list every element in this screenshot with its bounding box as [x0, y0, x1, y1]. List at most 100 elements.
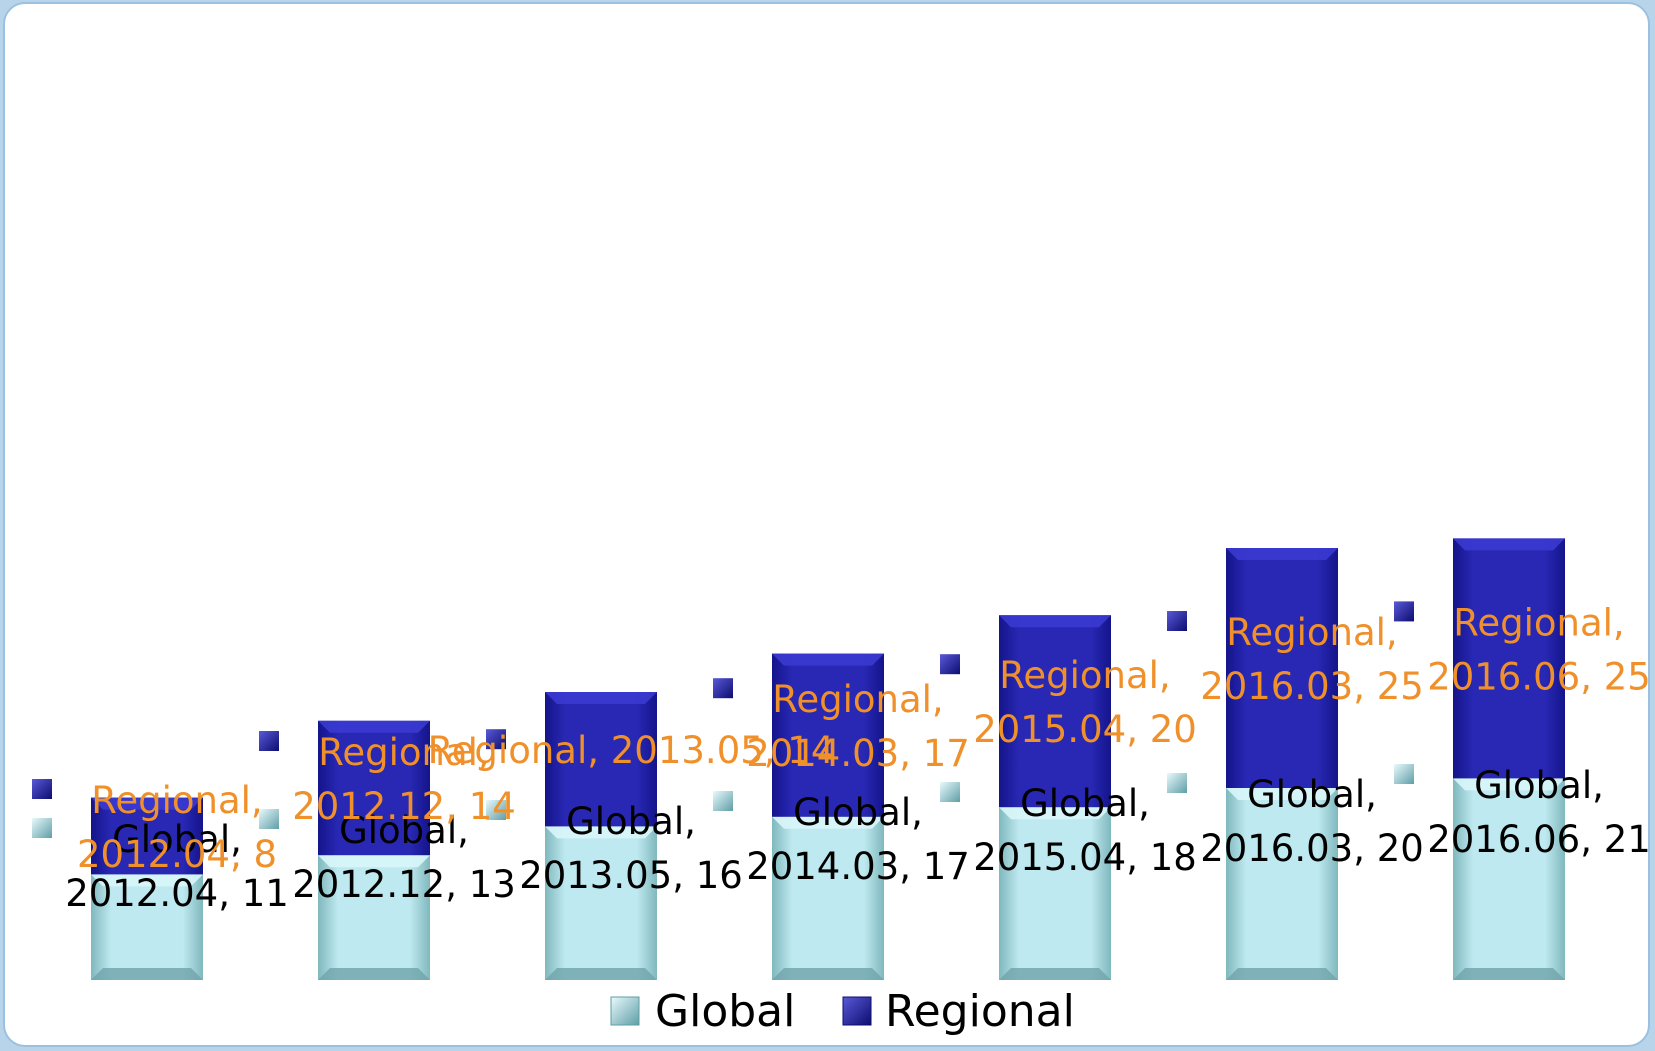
data-label-marker-regional-2014-03: [713, 678, 733, 699]
bar-segment-global-2012-12: [318, 855, 430, 980]
bar-segment-global-2016-03: [1226, 788, 1338, 980]
data-label-text-regional-2014-03-line-1: Regional,: [772, 678, 943, 721]
data-label-regional-2016-03: Regional, 2016.03, 25: [1167, 611, 1424, 708]
data-label-text-regional-2016-06-line-1: Regional,: [1453, 601, 1624, 644]
legend-label-global: Global: [655, 986, 795, 1037]
data-label-marker-regional-2013-05: [486, 729, 506, 750]
data-label-global-2014-03: Global, 2014.03, 17: [713, 791, 970, 888]
legend-item-global: Global: [610, 986, 795, 1037]
bar-base-2016-03: [1226, 968, 1338, 980]
bar-segment-regional-2016-06: [1453, 538, 1565, 779]
legend: Global Regional: [610, 986, 1075, 1037]
bar-segment-regional-2016-03: [1226, 548, 1338, 788]
bar-bevel-global-2016-06: [1453, 778, 1565, 791]
bar-segment-global-2016-06: [1453, 778, 1565, 980]
bar-segment-regional-2012-04: [91, 797, 203, 875]
data-label-text-regional-2012-12-line-1: Regional,: [318, 731, 489, 774]
data-label-text-regional-2016-06-line-2: 2016.06, 25: [1427, 655, 1650, 698]
bar-bevel-global-2016-03: [1226, 788, 1338, 800]
data-label-global-2016-06: Global, 2016.06, 21: [1394, 764, 1650, 861]
bar-segment-regional-2015-04: [999, 615, 1111, 808]
data-label-marker-global-2013-05: [486, 800, 506, 820]
bar-bevel-global-2014-03: [772, 816, 884, 829]
data-label-global-2013-05: Global, 2013.05, 16: [486, 800, 743, 897]
data-label-global-2012-12: Global, 2012.12, 13: [259, 809, 516, 906]
data-label-text-global-2015-04-line-1: Global,: [1020, 782, 1150, 825]
data-label-marker-regional-2015-04: [940, 654, 960, 675]
bar-segment-global-2013-05: [545, 826, 657, 980]
bar-segment-regional-2014-03: [772, 653, 884, 817]
data-label-text-global-2016-03-line-1: Global,: [1247, 773, 1377, 816]
bar-bevel-regional-2016-03: [1226, 548, 1338, 560]
bar-bevel-regional-2012-12: [318, 720, 430, 733]
bar-bevel-global-2015-04: [999, 807, 1111, 820]
data-label-text-regional-2012-04-line-1: Regional,: [91, 779, 262, 822]
data-label-marker-regional-2012-12: [259, 731, 279, 751]
bar-base-2014-03: [772, 968, 884, 980]
data-label-regional-2014-03: Regional, 2014.03, 17: [713, 678, 970, 775]
data-label-regional-2012-12: Regional, 2012.12, 14: [259, 731, 516, 828]
data-label-global-2016-03: Global, 2016.03, 20: [1167, 773, 1424, 870]
bar-segment-global-2015-04: [999, 807, 1111, 980]
bar-bevel-regional-2012-04: [91, 797, 203, 810]
data-label-marker-global-2012-04: [32, 818, 52, 838]
data-label-text-global-2016-06-line-1: Global,: [1474, 764, 1604, 807]
data-label-text-global-2012-04-line-2: 2012.04, 11: [65, 872, 289, 915]
bar-segment-regional-2012-12: [318, 720, 430, 856]
data-label-marker-global-2012-12: [259, 809, 279, 829]
bar-base-2012-04: [91, 968, 203, 980]
data-label-marker-regional-2012-04: [32, 779, 52, 799]
bar-base-2013-05: [545, 968, 657, 980]
data-label-text-regional-2012-04-line-2: 2012.04, 8: [77, 833, 277, 876]
bar-segment-regional-2013-05: [545, 692, 657, 827]
bar-base-2012-12: [318, 968, 430, 980]
data-label-global-2012-04: Global, 2012.04, 11: [32, 818, 289, 915]
data-label-text-regional-2013-05-line-1: Regional, 2013.05, 14: [428, 729, 835, 772]
legend-label-regional: Regional: [885, 986, 1075, 1037]
data-label-text-regional-2015-04-line-1: Regional,: [999, 654, 1170, 697]
data-label-text-global-2016-06-line-2: 2016.06, 21: [1427, 818, 1650, 861]
data-label-text-global-2013-05-line-2: 2013.05, 16: [519, 854, 743, 897]
data-label-regional-2013-05: Regional, 2013.05, 14: [428, 729, 835, 772]
legend-item-regional: Regional: [842, 986, 1075, 1037]
bar-bevel-regional-2016-06: [1453, 538, 1565, 551]
data-label-regional-2016-06: Regional, 2016.06, 25: [1394, 601, 1650, 698]
data-label-text-global-2014-03-line-2: 2014.03, 17: [746, 845, 970, 888]
chart-frame: Global, 2012.04, 11 Global, 2012.12, 13 Glob…: [3, 2, 1650, 1047]
data-label-marker-global-2016-03: [1167, 773, 1187, 793]
data-label-regional-2012-04: Regional, 2012.04, 8: [32, 779, 277, 876]
data-label-text-regional-2012-12-line-2: 2012.12, 14: [292, 785, 516, 828]
bar-base-2015-04: [999, 968, 1111, 980]
data-label-marker-global-2014-03: [713, 791, 733, 811]
data-label-text-regional-2016-03-line-2: 2016.03, 25: [1200, 665, 1424, 708]
data-label-text-global-2013-05-line-1: Global,: [566, 800, 696, 843]
bar-bevel-regional-2013-05: [545, 692, 657, 704]
bar-bevel-global-2013-05: [545, 826, 657, 839]
legend-swatch-global: [610, 996, 640, 1026]
data-label-text-regional-2015-04-line-2: 2015.04, 20: [973, 708, 1197, 751]
data-label-regional-2015-04: Regional, 2015.04, 20: [940, 654, 1197, 751]
data-label-text-global-2016-03-line-2: 2016.03, 20: [1200, 827, 1424, 870]
data-label-marker-global-2015-04: [940, 782, 960, 802]
data-label-text-regional-2014-03-line-2: 2014.03, 17: [746, 732, 970, 775]
bar-segment-global-2012-04: [91, 874, 203, 980]
bar-base-2016-06: [1453, 968, 1565, 980]
data-label-marker-global-2016-06: [1394, 764, 1414, 784]
data-label-text-global-2012-04-line-1: Global,: [112, 818, 242, 861]
legend-swatch-regional: [842, 996, 872, 1026]
data-label-marker-regional-2016-03: [1167, 611, 1187, 631]
data-label-text-global-2012-12-line-1: Global,: [339, 809, 469, 852]
data-label-text-regional-2016-03-line-1: Regional,: [1226, 611, 1397, 654]
bar-bevel-regional-2014-03: [772, 653, 884, 666]
bar-segment-global-2014-03: [772, 816, 884, 980]
data-label-global-2015-04: Global, 2015.04, 18: [940, 782, 1197, 879]
data-label-text-global-2014-03-line-1: Global,: [793, 791, 923, 834]
bar-bevel-global-2012-12: [318, 855, 430, 868]
data-label-text-global-2015-04-line-2: 2015.04, 18: [973, 836, 1197, 879]
bar-bevel-global-2012-04: [91, 874, 203, 887]
data-label-text-global-2012-12-line-2: 2012.12, 13: [292, 863, 516, 906]
data-label-marker-regional-2016-06: [1394, 601, 1414, 622]
bars-layer: [91, 538, 1565, 980]
